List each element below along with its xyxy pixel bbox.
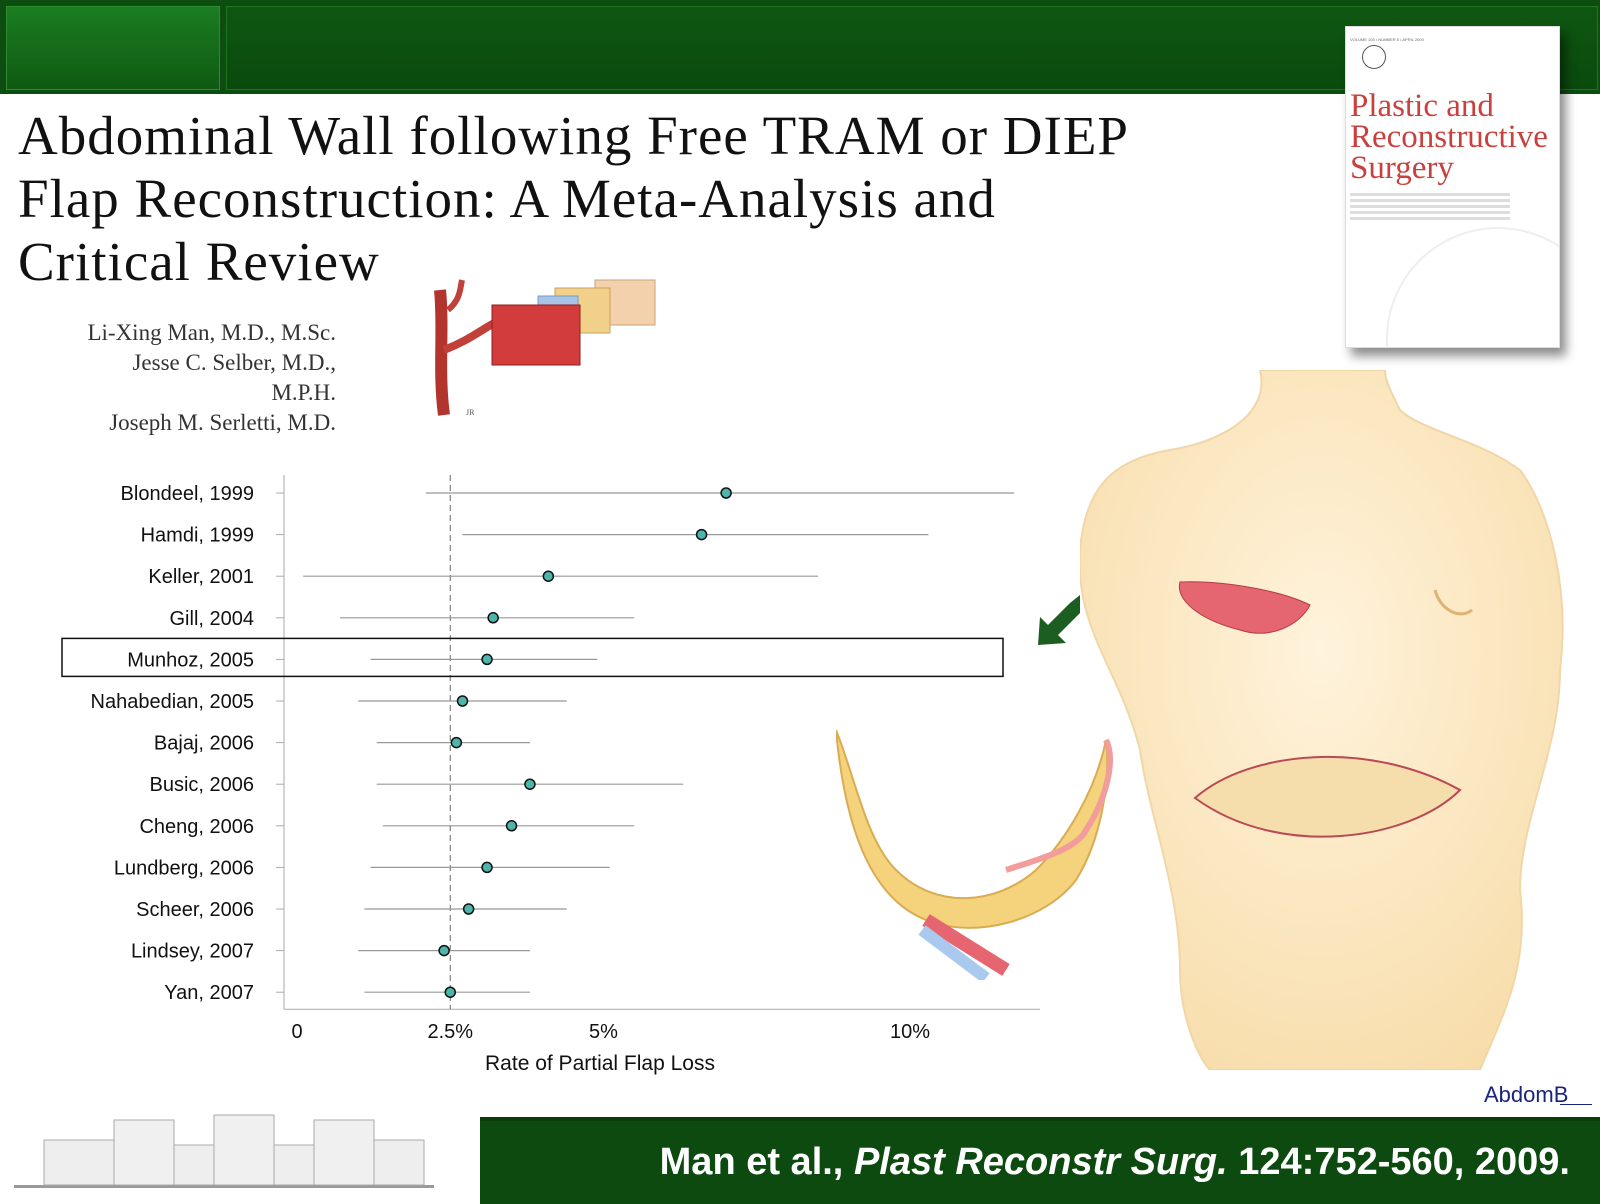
side-label: AbdomB <box>1484 1082 1569 1107</box>
title-line-2: Flap Reconstruction: A Meta-Analysis and <box>18 168 996 229</box>
point-estimate <box>481 653 493 666</box>
study-label: Scheer, 2006 <box>136 899 254 921</box>
study-label: Busic, 2006 <box>149 774 254 796</box>
torso-illustration <box>1078 369 1600 1075</box>
flap-illustration <box>835 720 1136 985</box>
author-line: Li-Xing Man, M.D., M.Sc. <box>87 320 336 345</box>
journal-name: Plastic and Reconstructive Surgery <box>1350 88 1548 186</box>
author-list: Li-Xing Man, M.D., M.Sc. Jesse C. Selber… <box>20 318 336 438</box>
x-axis-label: Rate of Partial Flap Loss <box>485 1052 715 1075</box>
point-estimate <box>524 778 536 790</box>
study-label: Nahabedian, 2005 <box>91 691 254 713</box>
journal-subtitle-lines <box>1350 193 1510 223</box>
forest-plot: Blondeel, 1999 Hamdi, 1999 Keller, 2001 Gil… <box>40 470 1040 1090</box>
watermark-seal-icon <box>1386 227 1559 347</box>
x-tick-label: 10% <box>890 1021 930 1043</box>
citation-text: Man et al., Plast Reconstr Surg. 124:752… <box>660 1141 1570 1184</box>
header-block-left <box>6 6 220 90</box>
point-estimate <box>481 861 493 874</box>
title-line-3: Critical Review <box>18 231 380 292</box>
highlight-box <box>61 637 1004 678</box>
x-tick-label: 5% <box>589 1021 618 1043</box>
campus-buildings-logo <box>14 1110 434 1195</box>
journal-name-line: Surgery <box>1350 150 1454 186</box>
pointer-arrow-icon <box>1036 595 1082 652</box>
point-estimate <box>695 528 708 541</box>
journal-name-line: Reconstructive <box>1350 119 1548 155</box>
journal-name-line: Plastic and <box>1350 88 1494 124</box>
side-label-underline <box>1560 1104 1592 1105</box>
study-label: Bajaj, 2006 <box>154 733 254 755</box>
point-estimate <box>542 570 555 582</box>
journal-meta: VOLUME 105 • NUMBER 5 • APRIL 2000 <box>1350 37 1424 42</box>
study-label: Yan, 2007 <box>164 982 254 1004</box>
forest-plot-svg: Blondeel, 1999 Hamdi, 1999 Keller, 2001 Gil… <box>61 475 1040 1075</box>
study-label: Blondeel, 1999 <box>121 483 254 505</box>
point-estimate <box>462 903 475 915</box>
study-label: Lindsey, 2007 <box>131 941 254 963</box>
title-line-1: Abdominal Wall following Free TRAM or DI… <box>18 105 1130 166</box>
citation-authors: Man et al., <box>659 1141 844 1183</box>
point-estimate <box>444 986 456 998</box>
point-estimate <box>456 695 469 707</box>
x-tick-label: 0 <box>291 1021 302 1043</box>
slide-title: Abdominal Wall following Free TRAM or DI… <box>18 104 1318 293</box>
study-label: Cheng, 2006 <box>139 816 254 838</box>
study-label: Hamdi, 1999 <box>141 525 254 547</box>
author-line: Joseph M. Serletti, M.D. <box>109 410 336 435</box>
svg-text:JR: JR <box>466 408 475 417</box>
study-label: Keller, 2001 <box>148 566 254 588</box>
study-label: Gill, 2004 <box>170 608 255 630</box>
citation-bar: Man et al., Plast Reconstr Surg. 124:752… <box>480 1117 1600 1204</box>
study-label: Lundberg, 2006 <box>114 857 254 879</box>
citation-journal: Plast Reconstr Surg. <box>853 1141 1228 1183</box>
point-estimate <box>720 487 732 499</box>
x-tick-label: 2.5% <box>427 1021 473 1043</box>
citation-details: 124:752-560, 2009. <box>1238 1141 1570 1183</box>
study-label: Munhoz, 2005 <box>127 649 254 671</box>
society-seal-icon <box>1362 45 1386 69</box>
author-line: Jesse C. Selber, M.D., <box>132 350 336 375</box>
point-estimate <box>505 820 518 832</box>
point-estimate <box>438 944 450 957</box>
journal-cover: VOLUME 105 • NUMBER 5 • APRIL 2000 Plast… <box>1345 26 1560 348</box>
author-line: M.P.H. <box>271 380 336 405</box>
vessel-tissue-illustration: JR <box>430 270 660 425</box>
point-estimate <box>487 612 499 624</box>
point-estimate <box>450 736 463 749</box>
